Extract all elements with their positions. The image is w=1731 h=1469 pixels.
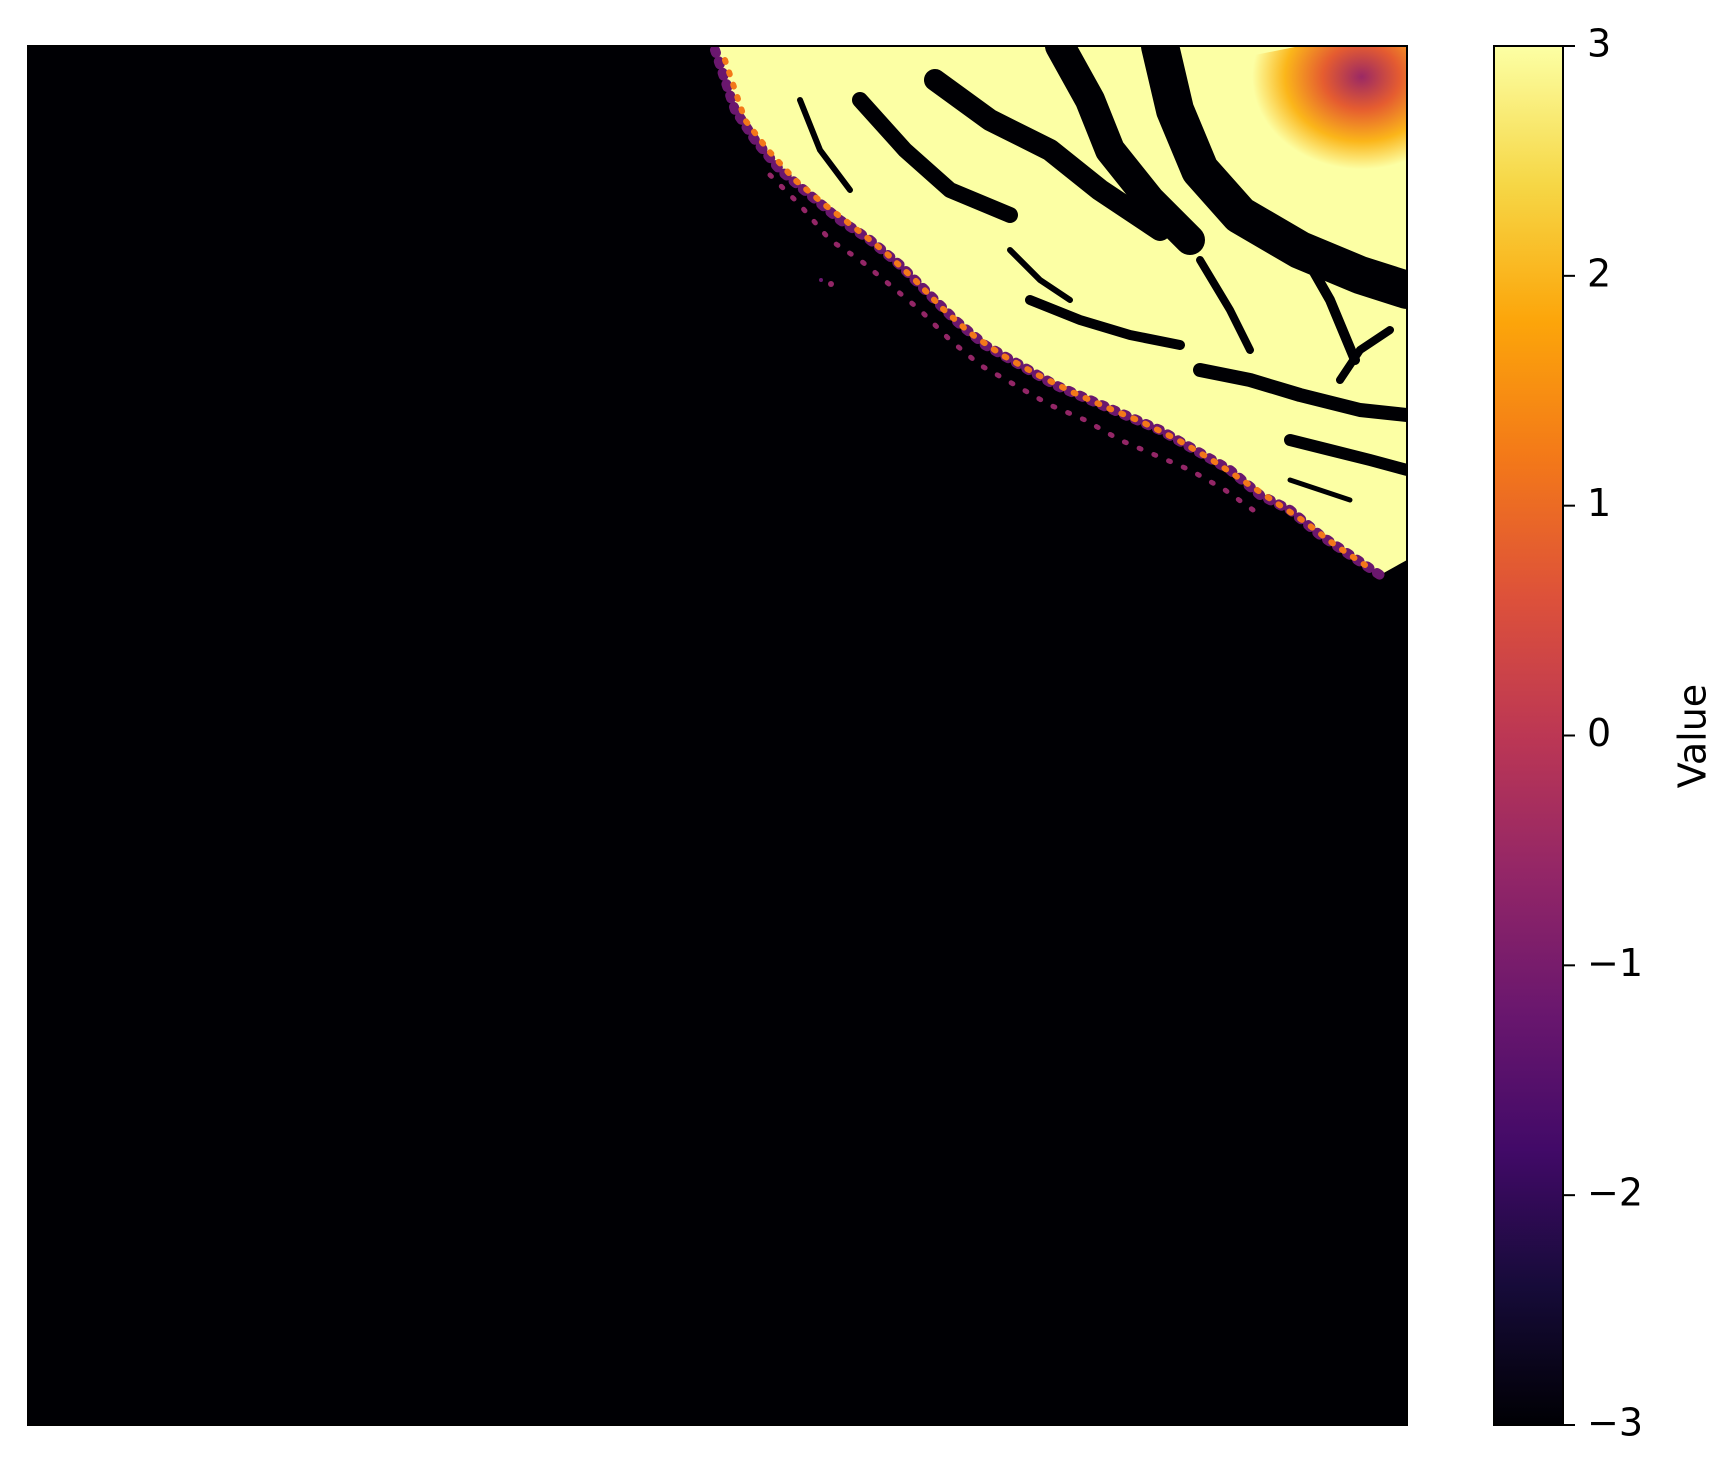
colorbar: 3 2 1 0 −1 −2 −3 Value [1494,22,1715,1445]
colorbar-tick-label: −3 [1587,1401,1643,1445]
terrain-islet [819,278,823,282]
colorbar-tick-label: 2 [1587,251,1611,295]
heatmap-plot [28,46,1407,1425]
terrain-islet [828,281,834,287]
colorbar-tick-label: −2 [1587,1171,1643,1215]
colorbar-tick-label: 3 [1587,22,1611,66]
colorbar-tick-label: 0 [1587,711,1611,755]
colorbar-tick-label: 1 [1587,481,1611,525]
colorbar-ticks: 3 2 1 0 −1 −2 −3 [1563,22,1643,1445]
colorbar-label: Value [1671,684,1715,788]
colorbar-gradient [1494,46,1563,1425]
colorbar-tick-label: −1 [1587,941,1643,985]
